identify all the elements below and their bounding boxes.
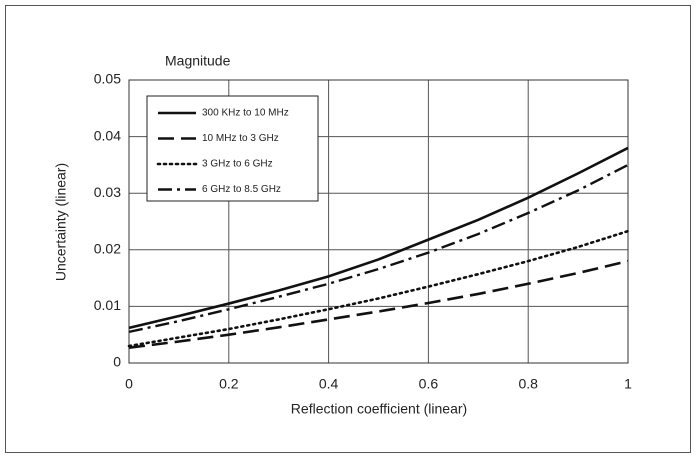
line-series (128, 163, 629, 334)
line-series (127, 229, 630, 348)
x-tick-label: 0.2 (219, 376, 239, 392)
y-axis-label: Uncertainty (linear) (53, 163, 69, 281)
y-tick-label: 0.04 (94, 127, 121, 143)
legend-label: 6 GHz to 8.5 GHz (202, 184, 281, 195)
y-tick-label: 0 (113, 354, 121, 370)
y-tick-label: 0.05 (94, 71, 121, 87)
x-tick-label: 0.8 (518, 376, 538, 392)
x-tick-label: 1 (624, 376, 632, 392)
legend-label: 10 MHz to 3 GHz (202, 133, 279, 144)
x-tick-label: 0.6 (419, 376, 439, 392)
chart-title: Magnitude (165, 53, 231, 69)
legend-label: 3 GHz to 6 GHz (202, 159, 273, 170)
plot-frame (128, 79, 629, 364)
outer-frame (5, 5, 691, 453)
line-series (128, 146, 629, 330)
legend-label: 300 KHz to 10 MHz (202, 108, 289, 119)
x-tick-label: 0.4 (319, 376, 339, 392)
y-tick-label: 0.02 (94, 241, 121, 257)
y-tick-label: 0.03 (94, 184, 121, 200)
line-series (128, 259, 629, 350)
x-tick-label: 0 (125, 376, 133, 392)
x-axis-label: Reflection coefficient (linear) (291, 401, 467, 417)
y-tick-label: 0.01 (94, 297, 121, 313)
